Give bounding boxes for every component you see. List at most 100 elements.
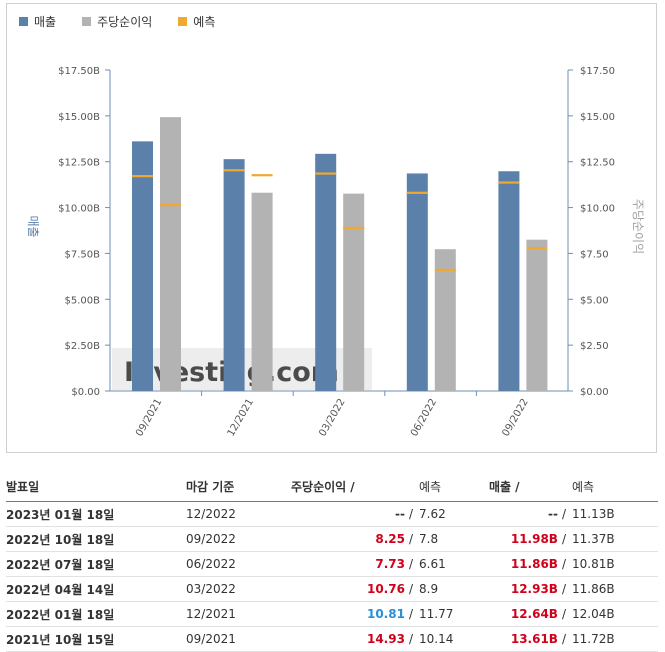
header-revenue[interactable]: 매출 / [489, 473, 572, 502]
table-row: 2022년 07월 18일 06/2022 7.73/6.61 11.86B/10.8… [6, 551, 658, 577]
eps-forecast-mark [251, 174, 273, 177]
revenue-bar [132, 141, 153, 391]
cell-revenue-forecast: 11.86B [572, 576, 658, 602]
eps-value: 8.25 [375, 532, 405, 546]
cell-revenue-forecast: 12.04B [572, 601, 658, 627]
revenue-bar [406, 173, 428, 391]
revenue-value: 11.86B [510, 557, 558, 571]
legend-item-revenue[interactable]: 매출 [19, 13, 56, 30]
right-tick-label: $7.50 [580, 249, 609, 260]
right-tick-label: $2.50 [580, 341, 609, 352]
cell-revenue: 12.64B / [489, 601, 572, 627]
eps-bar [343, 193, 365, 391]
left-tick-label: $0.00 [71, 387, 100, 398]
right-tick-label: $15.00 [580, 112, 615, 123]
revenue-value: 13.61B [510, 632, 558, 646]
right-tick-label: $17.50 [580, 66, 615, 77]
header-period[interactable]: 마감 기준 [186, 473, 291, 502]
revenue-bar [223, 159, 245, 391]
legend-label-forecast: 예측 [193, 14, 216, 29]
right-tick-label: $0.00 [580, 387, 609, 398]
cell-revenue: 11.98B / [489, 526, 572, 552]
cell-eps-forecast: 11.77 [419, 601, 489, 627]
value-separator: / [408, 582, 413, 596]
eps-value: -- [394, 507, 405, 521]
right-tick-label: $5.00 [580, 295, 609, 306]
cell-period: 12/2022 [186, 501, 291, 527]
eps-bar [434, 249, 456, 391]
revenue-bar [498, 171, 520, 391]
cell-revenue: -- / [489, 501, 572, 527]
revenue-swatch [19, 16, 28, 26]
revenue-forecast-mark [315, 172, 337, 175]
left-tick-label: $12.50B [58, 158, 100, 169]
cell-eps: 7.73/ [291, 551, 419, 577]
eps-value: 10.81 [366, 607, 405, 621]
legend-item-forecast[interactable]: 예측 [178, 13, 215, 30]
header-revenue-forecast[interactable]: 예측 [572, 473, 658, 502]
cell-eps-forecast: 6.61 [419, 551, 489, 577]
revenue-forecast-mark [223, 169, 245, 172]
cell-period: 06/2022 [186, 551, 291, 577]
left-tick-label: $17.50B [58, 66, 100, 77]
revenue-forecast-mark [498, 181, 520, 184]
revenue-value: 11.98B [510, 532, 558, 546]
value-separator: / [408, 507, 413, 521]
eps-bar [160, 117, 181, 391]
table-row: 2021년 10월 15일 09/2021 14.93/10.14 13.61B/11… [6, 626, 658, 652]
eps-forecast-mark [434, 268, 456, 271]
cell-eps: 8.25/ [291, 526, 419, 552]
header-date[interactable]: 발표일 [6, 473, 186, 502]
x-tick-label: 03/2022 [317, 397, 347, 438]
value-separator: / [408, 607, 413, 621]
cell-period: 12/2021 [186, 601, 291, 627]
left-tick-label: $10.00B [58, 204, 100, 215]
eps-bar [526, 239, 548, 391]
cell-revenue: 13.61B / [489, 626, 572, 652]
forecast-swatch [178, 16, 188, 26]
cell-eps-forecast: 7.62 [419, 501, 489, 527]
chart-legend: 매출 주당순이익 예측 [19, 12, 215, 30]
cell-eps: 10.76/ [291, 576, 419, 602]
earnings-chart: 매출 주당순이익 예측 Investing.com$0.00$0.00$2.50… [6, 3, 657, 453]
left-axis-title: 매출 [26, 215, 40, 237]
x-tick-label: 09/2022 [500, 397, 530, 438]
chart-plot: Investing.com$0.00$0.00$2.50B$2.50$5.00B… [26, 66, 645, 438]
cell-date: 2022년 10월 18일 [6, 526, 186, 552]
eps-bar [251, 192, 273, 391]
cell-revenue-forecast: 11.13B [572, 501, 658, 527]
legend-label-eps: 주당순이익 [97, 14, 153, 29]
x-tick-label: 12/2021 [226, 397, 256, 438]
left-tick-label: $2.50B [65, 341, 101, 352]
cell-revenue-forecast: 10.81B [572, 551, 658, 577]
cell-date: 2021년 10월 15일 [6, 626, 186, 652]
x-tick-label: 09/2021 [134, 397, 164, 438]
table-row: 2022년 10월 18일 09/2022 8.25/7.8 11.98B/11.37… [6, 526, 658, 552]
revenue-forecast-mark [132, 175, 153, 178]
header-separator: / [350, 480, 355, 494]
cell-period: 09/2021 [186, 626, 291, 652]
cell-eps-forecast: 8.9 [419, 576, 489, 602]
cell-period: 09/2022 [186, 526, 291, 552]
revenue-value: -- [547, 507, 558, 521]
cell-period: 03/2022 [186, 576, 291, 602]
header-eps[interactable]: 주당순이익 / [291, 473, 419, 502]
x-tick-label: 06/2022 [409, 397, 439, 438]
value-separator: / [408, 532, 413, 546]
value-separator: / [561, 607, 566, 621]
table-row: 2022년 04월 14일 03/2022 10.76/8.9 12.93B / 11.8… [6, 576, 658, 602]
header-eps-forecast[interactable]: 예측 [419, 473, 489, 502]
legend-item-eps[interactable]: 주당순이익 [82, 13, 152, 30]
left-tick-label: $7.50B [65, 249, 101, 260]
earnings-table: 발표일 마감 기준 주당순이익 / 예측 매출 / 예측 2023년 01월 18일… [6, 473, 658, 652]
cell-revenue-forecast: 11.37B [572, 526, 658, 552]
cell-eps-forecast: 10.14 [419, 626, 489, 652]
eps-swatch [82, 16, 92, 26]
revenue-value: 12.93B [510, 582, 558, 596]
cell-date: 2022년 04월 14일 [6, 576, 186, 602]
eps-forecast-mark [160, 204, 181, 207]
right-tick-label: $12.50 [580, 158, 615, 169]
revenue-bar [315, 153, 337, 391]
cell-date: 2022년 07월 18일 [6, 551, 186, 577]
left-tick-label: $15.00B [58, 112, 100, 123]
